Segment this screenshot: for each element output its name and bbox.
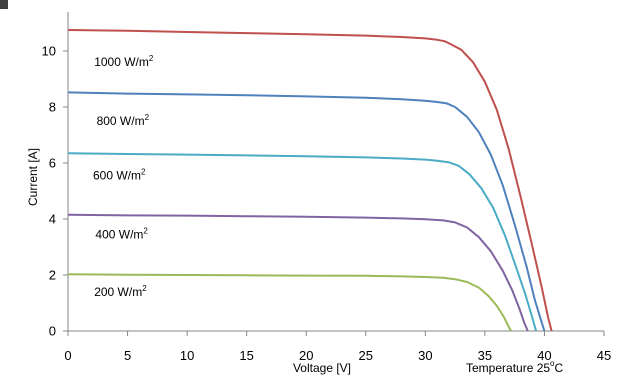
y-ticks: 0 2 4 6 8 10	[42, 44, 68, 339]
x-tick-label: 15	[239, 348, 253, 363]
x-tick-label: 25	[359, 348, 373, 363]
series-label-superscript: 2	[145, 113, 150, 122]
y-tick-label: 10	[42, 44, 56, 59]
series-label-text: 800 W/m	[97, 114, 145, 128]
series-line-2	[67, 152, 538, 332]
series-label-3: 400 W/m2	[95, 226, 148, 241]
corner-mark	[0, 0, 8, 9]
series-label-text: 600 W/m	[93, 169, 141, 183]
x-axis-title: Voltage [V]	[293, 361, 351, 375]
x-ticks: 0 5 10 15 20 25 30 35 40 45	[64, 331, 611, 363]
x-tick-label: 30	[418, 348, 432, 363]
series-label-superscript: 2	[141, 168, 146, 177]
series-line-0	[67, 29, 553, 332]
series-label-superscript: 2	[143, 226, 148, 235]
x-tick-label: 0	[64, 348, 71, 363]
y-tick-label: 8	[49, 100, 56, 115]
series-label-text: 200 W/m	[94, 285, 142, 299]
series-label-2: 600 W/m2	[93, 168, 146, 183]
x-tick-label: 20	[299, 348, 313, 363]
series-label-superscript: 2	[142, 284, 147, 293]
y-tick-label: 0	[49, 324, 56, 339]
temperature-annotation-prefix: Temperature 25	[466, 361, 550, 375]
temperature-annotation: Temperature 25oC	[466, 359, 564, 375]
curves	[67, 29, 553, 332]
series-label-superscript: 2	[149, 54, 154, 63]
series-label-text: 400 W/m	[95, 227, 143, 241]
x-tick-label: 5	[124, 348, 131, 363]
y-axis-title: Current [A]	[26, 148, 40, 206]
y-tick-label: 6	[49, 156, 56, 171]
x-tick-label: 35	[478, 348, 492, 363]
series-line-4	[67, 273, 512, 332]
temperature-annotation-degree: o	[550, 359, 555, 368]
x-tick-label: 40	[537, 348, 551, 363]
series-label-4: 200 W/m2	[94, 284, 147, 299]
series-label-1: 800 W/m2	[97, 113, 150, 128]
x-tick-label: 10	[180, 348, 194, 363]
x-tick-label: 45	[597, 348, 611, 363]
series-label-text: 1000 W/m	[94, 55, 149, 69]
series-label-0: 1000 W/m2	[94, 54, 154, 69]
temperature-annotation-unit: C	[555, 361, 564, 375]
series-line-3	[67, 213, 529, 332]
y-tick-label: 4	[49, 212, 56, 227]
y-tick-label: 2	[49, 268, 56, 283]
series-line-1	[67, 91, 546, 332]
